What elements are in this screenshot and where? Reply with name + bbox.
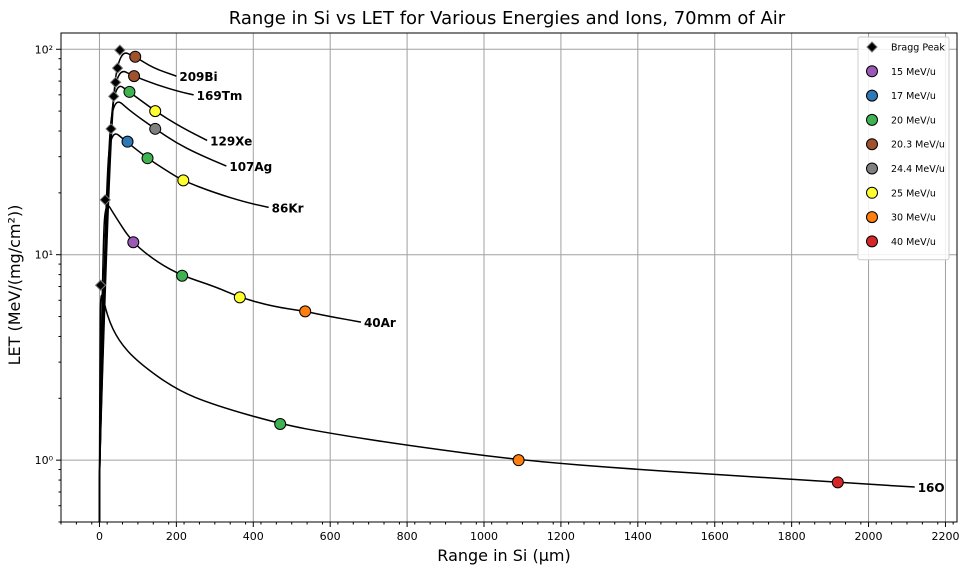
energy-marker-209Bi [129, 50, 142, 63]
curve-layer [98, 52, 915, 522]
legend-label: 20.3 MeV/u [891, 140, 945, 151]
x-tick-label: 0 [96, 530, 103, 543]
energy-marker-40Ar [233, 291, 246, 304]
curve-16O [98, 294, 915, 522]
bragg-peak-marker [111, 62, 124, 74]
x-tick-label: 2200 [931, 530, 959, 543]
legend-marker [866, 186, 878, 199]
y-tick-label: 10² [35, 43, 53, 56]
ion-label: 129Xe [210, 134, 252, 148]
energy-marker-86Kr [141, 152, 154, 165]
legend-marker [866, 65, 878, 78]
energy-marker-40Ar [176, 269, 189, 282]
energy-marker-16O [831, 476, 844, 489]
legend-label: Bragg Peak [891, 43, 945, 54]
energy-marker-86Kr [177, 174, 190, 187]
ion-label: 16O [918, 481, 945, 495]
energy-marker-129Xe [149, 105, 162, 118]
legend-bragg-marker [866, 41, 878, 53]
energy-marker-40Ar [299, 305, 312, 318]
y-tick-label: 10⁰ [35, 454, 54, 467]
curve-129Xe [98, 85, 208, 522]
legend-marker [866, 89, 878, 102]
x-tick-label: 400 [243, 530, 264, 543]
grid-layer [61, 33, 957, 522]
energy-marker-169Tm [128, 70, 141, 83]
axis-layer: 0 200 400 600 800 1000 1200 1400 1600 1800 2000 220… [35, 32, 959, 543]
legend-label: 30 MeV/u [891, 213, 936, 224]
bragg-peak-marker [105, 123, 117, 135]
bragg-peak-marker [94, 279, 107, 291]
bragg-peak-marker [107, 90, 120, 103]
x-tick-label: 600 [320, 530, 341, 543]
energy-marker-16O [512, 454, 525, 467]
legend-marker [866, 211, 878, 224]
legend-marker [866, 162, 878, 175]
marker-layer [94, 44, 844, 489]
bragg-peak-marker [114, 44, 126, 56]
ion-label: 209Bi [179, 70, 217, 84]
energy-marker-129Xe [123, 85, 136, 98]
legend: Bragg Peak 15 MeV/u 17 MeV/u 20 MeV/u 20.3 M… [857, 36, 950, 261]
ion-label: 169Tm [197, 89, 243, 103]
x-tick-label: 1600 [701, 530, 729, 543]
legend-marker [866, 113, 878, 126]
curve-169Tm [98, 70, 194, 522]
x-tick-label: 1200 [547, 530, 575, 543]
x-tick-label: 1400 [624, 530, 652, 543]
ion-label: 107Ag [229, 160, 272, 174]
energy-marker-40Ar [127, 236, 140, 249]
legend-label: 24.4 MeV/u [891, 164, 945, 175]
curve-40Ar [98, 205, 362, 522]
curve-209Bi [98, 52, 177, 522]
legend-label: 20 MeV/u [891, 115, 936, 126]
bragg-peak-marker [109, 76, 122, 89]
legend-marker [866, 235, 878, 248]
y-axis-label: LET (MeV/(mg/cm²)) [5, 205, 24, 366]
ion-label-layer: 16O 40Ar 86Kr 107Ag 129Xe 169Tm 209Bi [179, 70, 944, 495]
curve-107Ag [98, 101, 227, 522]
y-tick-label: 10¹ [35, 249, 53, 262]
legend-box [857, 36, 950, 261]
bragg-peak-marker [99, 194, 111, 206]
legend-marker [866, 138, 878, 151]
energy-marker-86Kr [121, 135, 134, 148]
x-tick-label: 800 [397, 530, 418, 543]
plot-frame [60, 32, 958, 523]
x-tick-label: 2000 [855, 530, 883, 543]
curve-86Kr [98, 133, 269, 522]
energy-marker-107Ag [149, 122, 162, 135]
x-axis-label: Range in Si (μm) [437, 546, 570, 565]
x-tick-label: 1800 [778, 530, 806, 543]
ion-label: 86Kr [272, 201, 304, 215]
ion-label: 40Ar [364, 316, 396, 330]
x-tick-label: 1000 [470, 530, 498, 543]
legend-label: 40 MeV/u [891, 237, 936, 248]
legend-label: 17 MeV/u [891, 91, 936, 102]
energy-marker-16O [274, 417, 287, 430]
legend-label: 25 MeV/u [891, 188, 936, 199]
legend-label: 15 MeV/u [891, 67, 936, 78]
x-tick-label: 200 [166, 530, 187, 543]
chart-title: Range in Si vs LET for Various Energies … [229, 8, 786, 29]
